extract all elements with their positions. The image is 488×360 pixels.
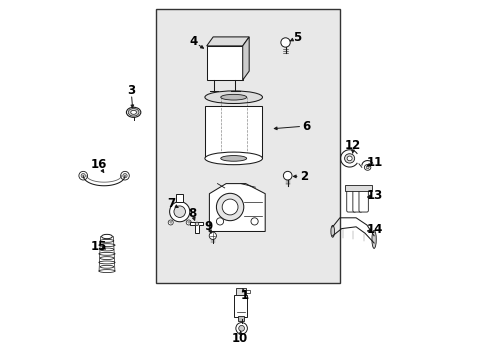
Circle shape	[216, 193, 244, 221]
Circle shape	[280, 38, 289, 47]
Text: 7: 7	[167, 197, 175, 210]
Circle shape	[121, 171, 129, 180]
Text: 5: 5	[292, 31, 300, 44]
Circle shape	[186, 220, 191, 225]
Circle shape	[168, 220, 173, 225]
Polygon shape	[190, 222, 203, 233]
FancyBboxPatch shape	[346, 189, 355, 212]
Text: 2: 2	[299, 170, 307, 183]
Bar	[235, 288, 245, 295]
Ellipse shape	[220, 156, 246, 161]
Text: 3: 3	[127, 84, 135, 96]
Text: 11: 11	[366, 156, 382, 169]
Ellipse shape	[204, 152, 262, 165]
Bar	[245, 290, 249, 293]
Ellipse shape	[330, 225, 334, 237]
Text: 15: 15	[90, 240, 107, 253]
Text: 10: 10	[232, 332, 248, 345]
Ellipse shape	[371, 230, 375, 248]
Circle shape	[209, 232, 216, 239]
Circle shape	[122, 174, 127, 178]
FancyBboxPatch shape	[352, 189, 362, 212]
Circle shape	[79, 171, 87, 180]
Bar	[204, 106, 262, 158]
Ellipse shape	[102, 234, 112, 239]
Ellipse shape	[130, 111, 136, 114]
Ellipse shape	[346, 156, 351, 161]
Ellipse shape	[126, 107, 141, 117]
Text: 16: 16	[90, 158, 107, 171]
Bar	[156, 9, 339, 283]
Circle shape	[216, 218, 223, 225]
Circle shape	[81, 174, 85, 178]
Polygon shape	[206, 37, 249, 46]
Text: 8: 8	[188, 207, 196, 220]
Polygon shape	[209, 184, 264, 231]
Circle shape	[222, 199, 238, 215]
Circle shape	[250, 218, 258, 225]
Polygon shape	[206, 46, 242, 80]
Circle shape	[195, 222, 199, 226]
Text: 9: 9	[204, 220, 212, 233]
Ellipse shape	[366, 166, 368, 169]
Ellipse shape	[128, 109, 139, 116]
Text: 14: 14	[366, 223, 382, 236]
Bar	[238, 316, 244, 321]
Text: 1: 1	[240, 289, 248, 302]
Ellipse shape	[364, 165, 370, 170]
Polygon shape	[242, 37, 249, 80]
Circle shape	[238, 325, 244, 331]
Circle shape	[174, 206, 185, 217]
Ellipse shape	[344, 154, 354, 163]
Bar	[344, 185, 371, 191]
Text: 12: 12	[345, 139, 361, 152]
Text: 13: 13	[366, 189, 382, 202]
Bar	[176, 194, 183, 202]
Circle shape	[169, 202, 189, 222]
Circle shape	[283, 171, 291, 180]
Ellipse shape	[204, 91, 262, 104]
Bar	[234, 295, 247, 317]
Ellipse shape	[220, 94, 246, 100]
Text: 6: 6	[302, 120, 310, 132]
Circle shape	[235, 323, 247, 334]
FancyBboxPatch shape	[358, 189, 367, 212]
Text: 4: 4	[189, 35, 197, 48]
